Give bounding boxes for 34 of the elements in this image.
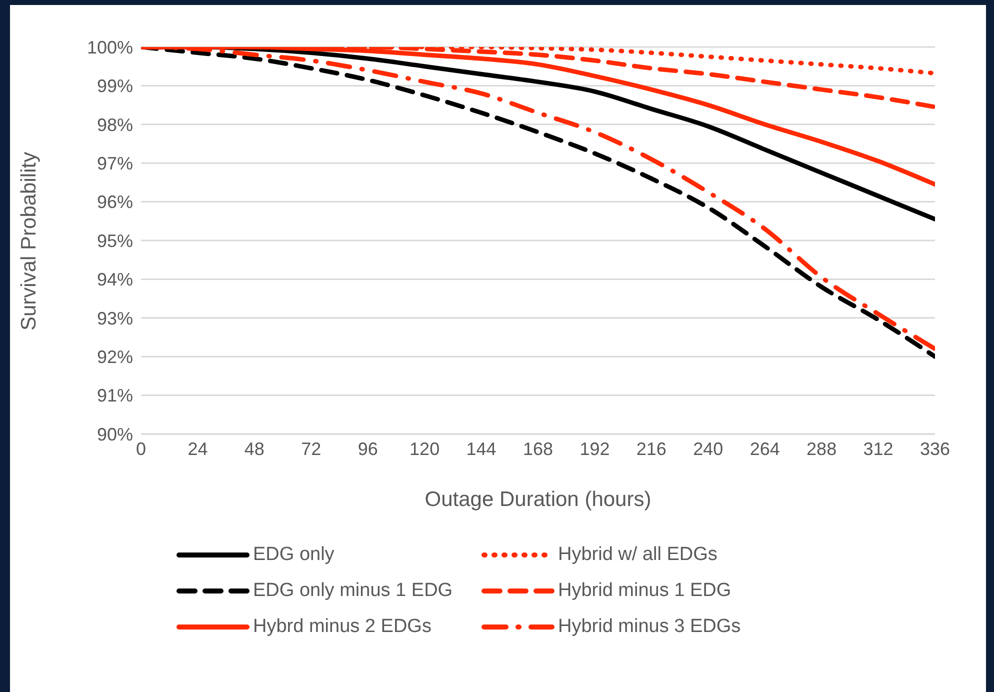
x-tick-label: 312: [863, 438, 894, 459]
x-tick-label: 72: [301, 438, 322, 459]
x-tick-label: 168: [522, 438, 554, 459]
x-tick-label: 192: [580, 438, 610, 459]
x-tick-label: 216: [636, 438, 666, 459]
legend-label: Hybrid w/ all EDGs: [558, 544, 718, 566]
legend-label: EDG only: [253, 544, 334, 566]
x-tick-label: 264: [750, 438, 780, 459]
y-tick-label: 90%: [96, 424, 133, 444]
y-tick-label: 92%: [96, 346, 133, 367]
x-tick-label: 288: [806, 438, 837, 459]
legend-label: EDG only minus 1 EDG: [253, 580, 453, 602]
x-tick-label: 24: [188, 438, 208, 459]
y-tick-label: 96%: [96, 192, 133, 212]
x-axis-title: Outage Duration (hours): [424, 488, 652, 511]
y-tick-label: 93%: [96, 308, 133, 328]
x-tick-label: 120: [410, 438, 440, 459]
y-tick-label: 98%: [96, 114, 133, 135]
x-tick-label: 0: [136, 438, 146, 459]
y-tick-label: 91%: [96, 386, 133, 406]
x-tick-label: 240: [693, 438, 724, 459]
y-tick-label: 99%: [96, 76, 133, 96]
legend-label: Hybrid minus 1 EDG: [558, 580, 732, 602]
y-tick-label: 94%: [96, 270, 133, 290]
legend-label: Hybrd minus 2 EDGs: [253, 616, 432, 638]
y-tick-label: 100%: [86, 37, 133, 58]
x-tick-label: 336: [920, 438, 950, 459]
legend-label: Hybrid minus 3 EDGs: [558, 616, 741, 638]
x-tick-label: 48: [244, 438, 264, 459]
x-tick-label: 144: [466, 438, 496, 459]
y-tick-label: 97%: [96, 153, 133, 174]
x-tick-label: 96: [358, 438, 378, 459]
y-tick-label: 95%: [96, 230, 133, 251]
y-axis-title: Survival Probability: [17, 151, 40, 330]
